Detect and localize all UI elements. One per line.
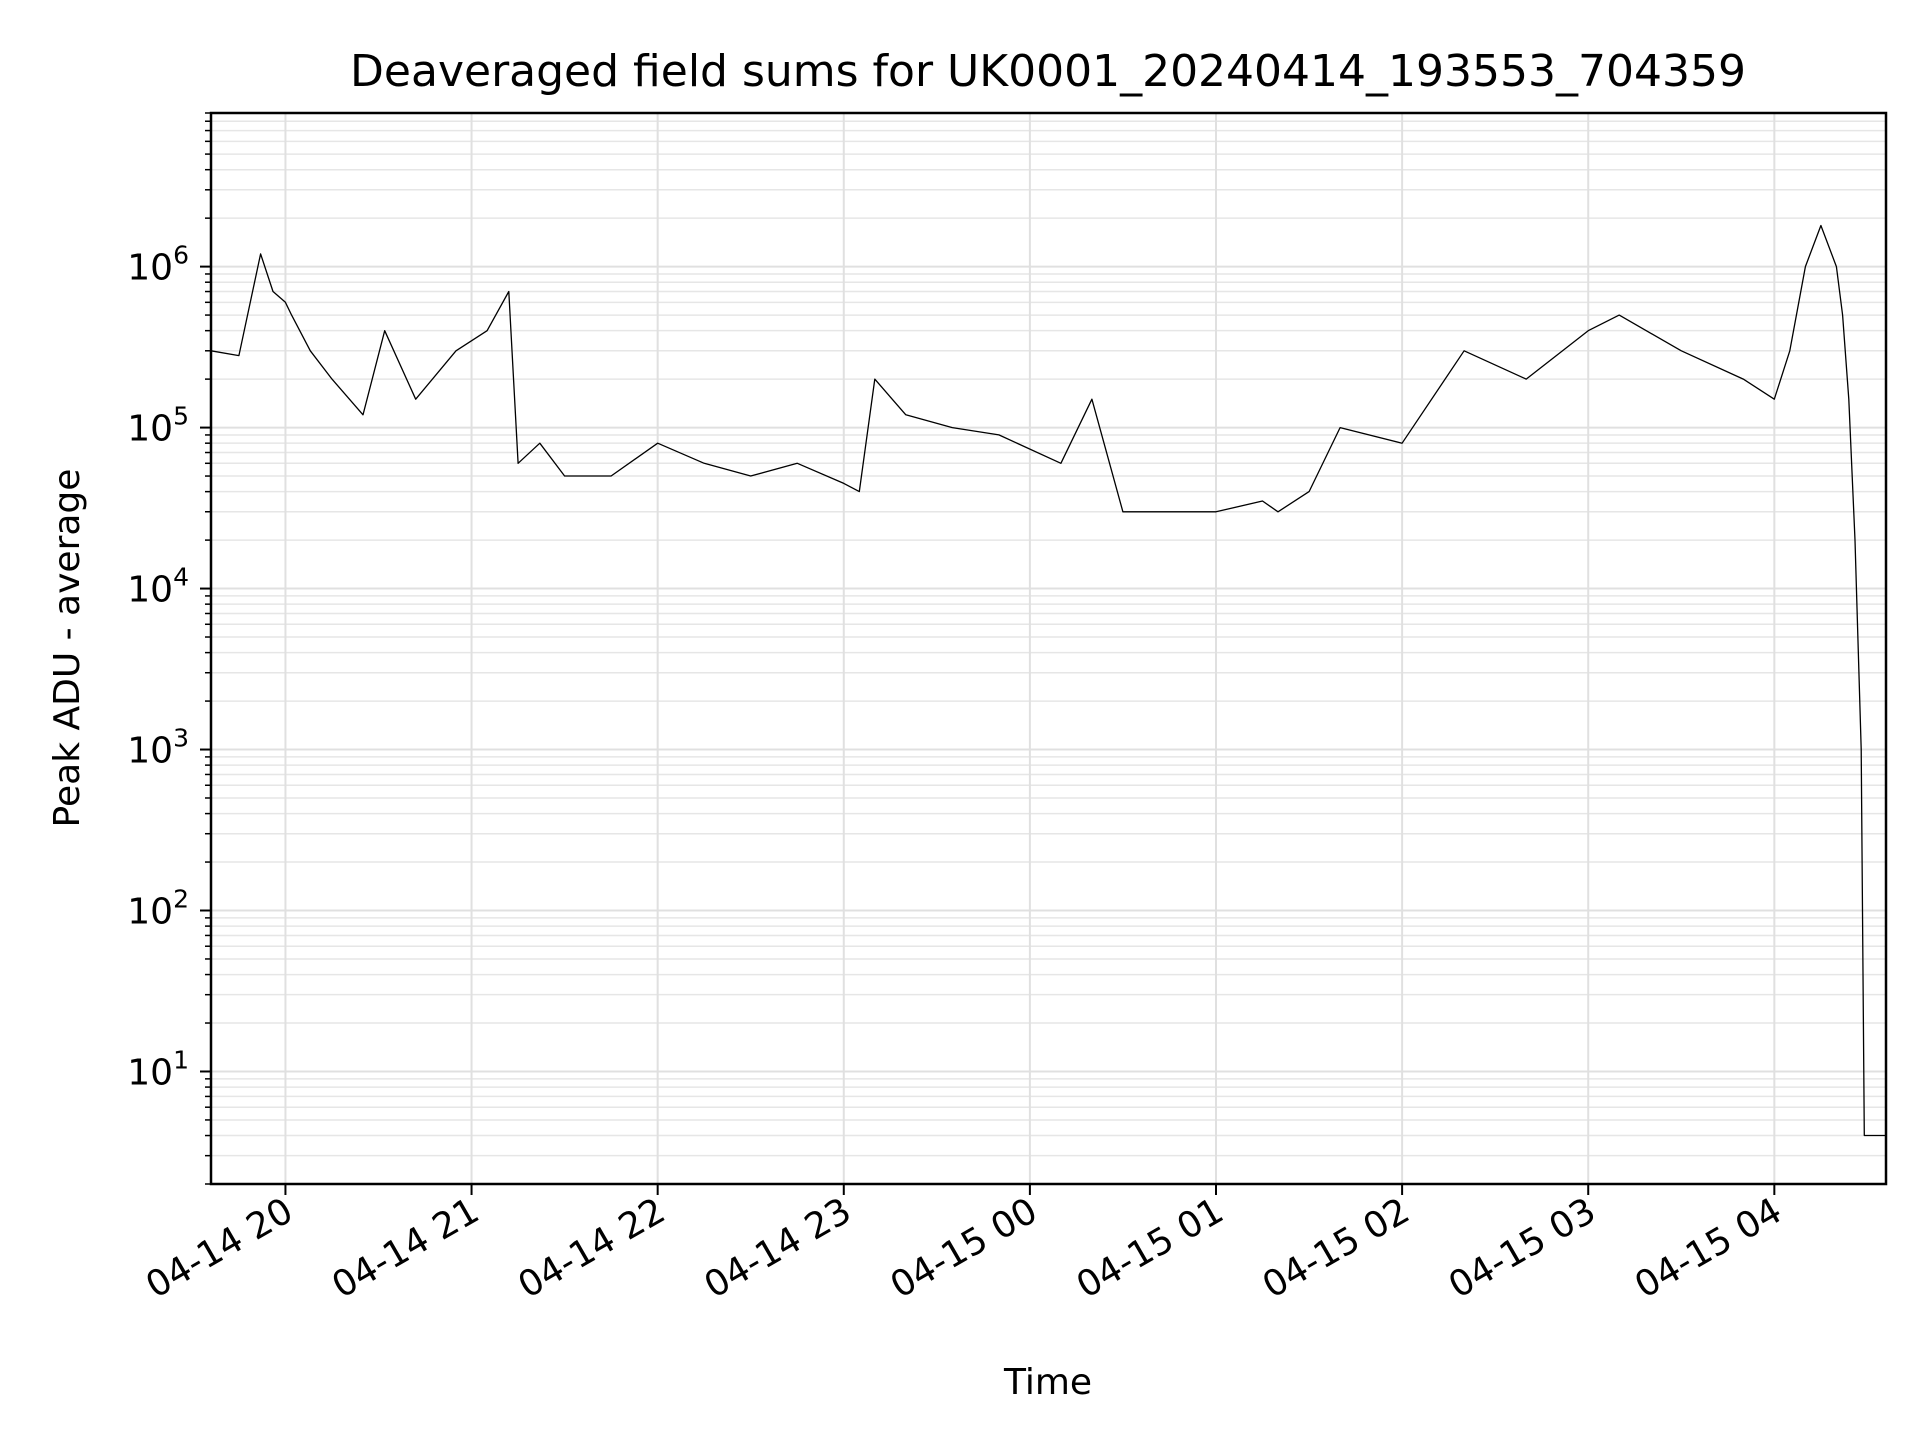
y-tick-label: 102 xyxy=(127,885,189,933)
y-tick-label: 103 xyxy=(127,724,189,772)
plot-frame xyxy=(209,111,1888,1186)
y-tick-label: 105 xyxy=(127,402,189,450)
y-tick-label: 106 xyxy=(127,241,189,289)
x-axis-label: Time xyxy=(1003,1362,1092,1403)
y-tick-label: 101 xyxy=(127,1045,189,1093)
y-axis: 101 102 103 104 105 106 xyxy=(127,112,211,1185)
series-line xyxy=(210,224,1886,1137)
chart-title: Deaveraged field sums for UK0001_2024041… xyxy=(350,46,1746,97)
y-axis-label: Peak ADU - average xyxy=(47,469,88,828)
grid xyxy=(211,112,1886,1185)
y-tick-label: 104 xyxy=(127,563,189,611)
